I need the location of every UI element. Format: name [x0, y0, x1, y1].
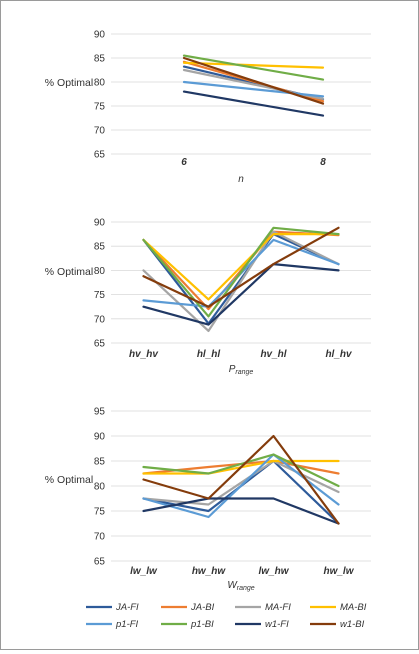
y-tick-label: 70 [94, 532, 106, 543]
x-axis-label: Wrange [227, 580, 254, 592]
chart-panel-2: 65 70 75 80 85 90 % Optimal hv_hv hl_hl hv_hl hl_h… [45, 218, 371, 376]
legend-label: w1-FI [265, 619, 289, 630]
x-tick-label: hw_lw [323, 566, 354, 577]
legend-label: w1-BI [340, 619, 365, 630]
series-line-p1-bi [182, 54, 325, 81]
series-line-w1-bi [142, 434, 340, 525]
x-tick-label: hv_hv [129, 349, 159, 360]
legend-label: JA-FI [115, 602, 139, 613]
x-tick-label: lw_lw [130, 566, 158, 577]
series-line-ma-fi [142, 459, 340, 506]
x-tick-label: 6 [181, 157, 187, 168]
series-line-w1-fi [182, 90, 325, 117]
y-tick-label: 90 [94, 432, 106, 443]
y-axis-label: % Optimal [45, 77, 93, 89]
x-axis-label: n [238, 174, 244, 185]
series-line-ma-fi [142, 230, 340, 332]
y-tick-label: 90 [94, 30, 106, 41]
y-tick-label: 85 [94, 54, 106, 65]
y-tick-label: 65 [94, 339, 106, 350]
series-line-p1-fi [182, 80, 325, 98]
legend-label: JA-BI [190, 602, 215, 613]
y-tick-label: 85 [94, 457, 106, 468]
series-line-w1-bi [142, 226, 340, 308]
x-tick-label: 8 [320, 157, 326, 168]
y-tick-label: 95 [94, 407, 106, 418]
y-tick-label: 70 [94, 314, 106, 325]
series-line-w1-bi [182, 56, 325, 105]
series-line-w1-fi [142, 263, 340, 326]
x-tick-label: hw_hw [192, 566, 227, 577]
x-tick-label: hv_hl [260, 349, 286, 360]
series-line-p1-bi [142, 453, 340, 488]
legend-label: MA-FI [265, 602, 291, 613]
x-axis-label: Prange [229, 364, 254, 376]
series-line-p1-bi [142, 226, 340, 318]
chart-panel-1: 65 70 75 80 85 90 % Optimal 6 8 n [45, 30, 371, 185]
series-line-ja-fi [142, 233, 340, 325]
y-axis-label: % Optimal [45, 474, 93, 486]
legend: JA-FI JA-BI MA-FI MA-BI p1-FI p1-BI w1-FI w1-BI [86, 602, 367, 630]
y-tick-label: 70 [94, 126, 106, 137]
y-tick-label: 75 [94, 507, 106, 518]
y-tick-label: 75 [94, 290, 106, 301]
x-tick-label: lw_hw [258, 566, 289, 577]
legend-label: MA-BI [340, 602, 367, 613]
y-tick-label: 80 [94, 482, 106, 493]
legend-label: p1-BI [190, 619, 214, 630]
y-tick-label: 75 [94, 102, 106, 113]
x-tick-label: hl_hl [197, 349, 221, 360]
y-tick-label: 80 [94, 78, 106, 89]
y-tick-label: 90 [94, 218, 106, 229]
chart-panel-3: 65 70 75 80 85 90 95 % Optimal lw_lw hw_hw lw_hw hw… [45, 407, 371, 592]
x-tick-label: hl_hv [325, 349, 353, 360]
legend-label: p1-FI [115, 619, 139, 630]
series-line-ma-bi [142, 233, 340, 301]
series-line-w1-fi [142, 497, 340, 525]
y-axis-label: % Optimal [45, 266, 93, 278]
y-tick-label: 80 [94, 266, 106, 277]
y-tick-label: 85 [94, 242, 106, 253]
y-tick-label: 65 [94, 150, 106, 161]
y-tick-label: 65 [94, 557, 106, 568]
series-line-ma-bi [182, 61, 325, 69]
